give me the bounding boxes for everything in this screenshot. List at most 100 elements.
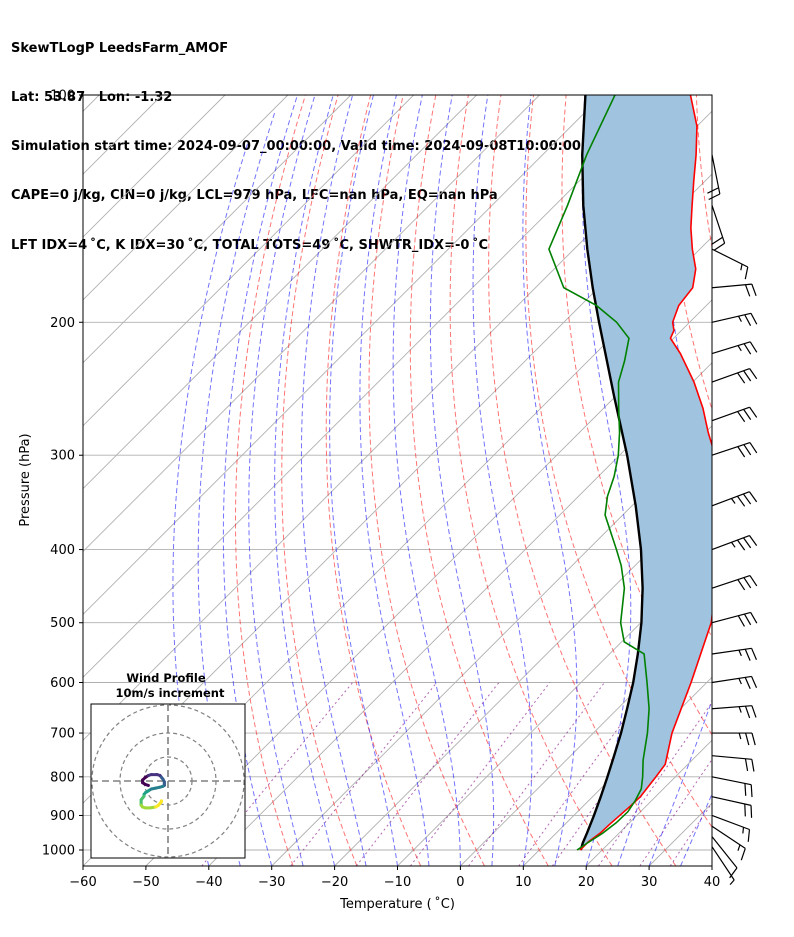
y-tick-label: 300 <box>50 449 75 464</box>
dry-adiabat <box>281 95 358 866</box>
mixing-ratio-line <box>468 682 605 866</box>
isotherm-line <box>711 865 712 866</box>
x-tick-label: 30 <box>641 875 658 890</box>
wind-barb <box>711 611 758 627</box>
y-tick-label: 900 <box>50 809 75 824</box>
isotherm-line <box>83 95 100 112</box>
y-tick-label: 1000 <box>42 844 75 859</box>
title-line-3: Simulation start time: 2024-09-07_00:00:… <box>11 139 604 155</box>
wind-barb <box>711 846 735 886</box>
wind-barb <box>711 283 757 297</box>
isotherm-line <box>83 95 289 301</box>
isotherm-line <box>208 362 712 866</box>
moist-adiabat <box>300 95 367 866</box>
x-axis-label: Temperature ( ˚C) <box>339 896 455 912</box>
mixing-ratio-line <box>639 758 712 866</box>
wind-barb <box>707 154 721 201</box>
wind-barb <box>711 312 758 326</box>
dry-adiabat <box>663 95 712 411</box>
isotherm-line <box>271 425 712 866</box>
wind-barb <box>711 675 758 690</box>
wind-barb <box>711 647 758 661</box>
wind-barb <box>711 814 751 842</box>
mixing-ratio-line <box>290 682 438 866</box>
x-tick-label: −10 <box>384 875 411 890</box>
x-tick-label: −60 <box>69 875 96 890</box>
isotherm-line <box>83 95 415 427</box>
inset-title: Wind Profile <box>126 671 206 685</box>
title-line-2: Lat: 53.87 Lon: -1.32 <box>11 90 173 106</box>
moist-adiabat <box>222 95 298 866</box>
dry-adiabat <box>525 95 712 829</box>
isotherm-line <box>334 487 712 866</box>
dry-adiabat <box>488 95 677 866</box>
dry-adiabat <box>325 95 422 866</box>
moist-adiabat <box>392 95 461 866</box>
cin-shaded-area <box>580 95 712 850</box>
mixing-ratio-line <box>597 701 712 866</box>
x-tick-label: −20 <box>321 875 348 890</box>
x-tick-label: 40 <box>704 875 721 890</box>
dry-adiabat <box>235 95 306 866</box>
x-tick-label: −40 <box>195 875 222 890</box>
wind-barb <box>711 796 753 818</box>
moist-adiabat <box>359 95 430 866</box>
wind-barb <box>711 248 749 280</box>
dry-adiabat <box>762 95 794 866</box>
inset-subtitle: 10m/s increment <box>116 686 225 700</box>
dry-adiabat <box>729 95 794 866</box>
wind-barb <box>711 491 758 507</box>
title-block: SkewTLogP LeedsFarm_AMOF Lat: 53.87 Lon:… <box>11 8 604 271</box>
isotherm-line <box>83 95 352 364</box>
isotherm-line <box>83 95 226 238</box>
wind-barb <box>711 574 758 591</box>
isotherm-line <box>145 299 712 866</box>
mixing-ratio-line <box>355 682 500 866</box>
moist-adiabat <box>522 95 578 866</box>
parcel-profile-line <box>579 95 644 851</box>
wind-barb <box>712 732 756 746</box>
moist-adiabat <box>172 140 249 866</box>
y-tick-label: 600 <box>50 676 75 691</box>
y-tick-label: 800 <box>50 770 75 785</box>
y-tick-label: 500 <box>50 616 75 631</box>
moist-adiabat <box>472 95 533 866</box>
moist-adiabat <box>680 792 712 866</box>
wind-barb <box>711 705 757 719</box>
title-line-1: SkewTLogP LeedsFarm_AMOF <box>11 40 229 56</box>
moist-adiabat <box>248 95 316 866</box>
dry-adiabat <box>449 95 613 866</box>
y-axis-label: Pressure (hPa) <box>18 433 33 526</box>
wind-barb <box>711 442 758 458</box>
wind-barb <box>711 205 726 251</box>
isotherm-line <box>83 95 477 490</box>
isotherm-line <box>83 95 666 678</box>
x-tick-label: 10 <box>515 875 532 890</box>
title-line-4: CAPE=0 j/kg, CIN=0 j/kg, LCL=979 hPa, LF… <box>11 188 498 204</box>
moist-adiabat <box>648 698 712 866</box>
isotherm-line <box>83 95 603 616</box>
x-tick-label: 0 <box>456 875 464 890</box>
moist-adiabat <box>581 95 632 866</box>
isotherm-line <box>397 550 712 866</box>
isotherm-line <box>83 95 540 553</box>
wind-barb <box>711 534 758 551</box>
dry-adiabat <box>409 95 549 866</box>
wind-barb <box>711 755 755 772</box>
moist-adiabat <box>274 95 336 866</box>
isotherm-line <box>460 613 712 866</box>
mixing-ratio-line <box>409 682 551 866</box>
x-tick-label: −50 <box>132 875 159 890</box>
wind-barb <box>711 406 758 423</box>
y-tick-label: 100 <box>50 89 75 104</box>
moist-adiabat <box>429 95 495 866</box>
moist-adiabat <box>197 110 276 866</box>
moist-adiabat <box>329 95 398 866</box>
y-tick-label: 700 <box>50 727 75 742</box>
y-tick-label: 400 <box>50 543 75 558</box>
wind-barb <box>711 368 758 384</box>
dry-adiabat <box>368 95 485 866</box>
wind-barb <box>711 341 758 355</box>
wind-barb <box>711 836 738 879</box>
